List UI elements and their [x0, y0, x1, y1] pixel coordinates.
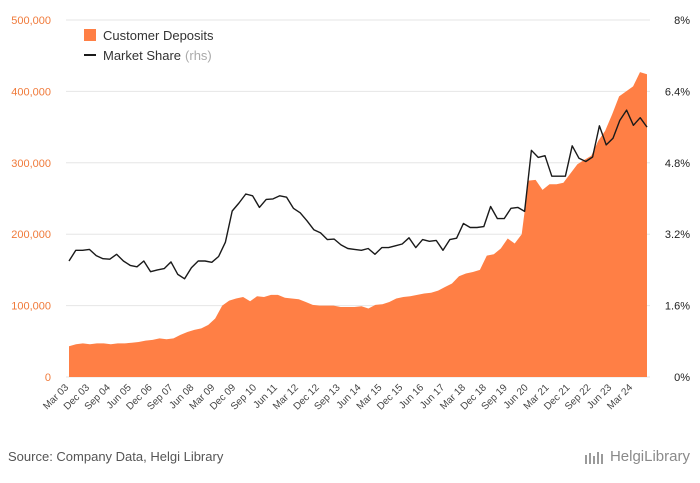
left-axis-tick-label: 200,000 [11, 229, 51, 241]
right-axis-tick-label: 3.2% [665, 229, 690, 241]
right-axis-ticks: 0% 1.6% 3.2% 4.8% 6.4% 8% [665, 15, 690, 384]
library-logo-icon [584, 451, 603, 464]
brand-name: HelgiLibrary [609, 448, 690, 465]
legend: Customer Deposits Market Share (rhs) [84, 28, 214, 63]
right-axis-tick-label: 6.4% [665, 86, 690, 98]
legend-swatch-customer-deposits [84, 29, 96, 41]
customer-deposits-area [69, 72, 647, 377]
left-axis-tick-label: 0 [45, 372, 51, 384]
brand-logo[interactable]: HelgiLibrary [584, 448, 690, 465]
left-axis-tick-label: 500,000 [11, 15, 51, 27]
legend-label-market-share-text: Market Share [103, 48, 181, 63]
source-note: Source: Company Data, Helgi Library [8, 449, 224, 464]
market-share-line [68, 109, 648, 280]
legend-label-market-share-suffix: (rhs) [185, 48, 212, 63]
right-axis-tick-label: 0% [674, 372, 690, 384]
left-axis-tick-label: 400,000 [11, 86, 51, 98]
legend-label-market-share: Market Share (rhs) [103, 48, 212, 63]
left-axis-ticks: 0 100,000 200,000 300,000 400,000 500,000 [11, 15, 51, 384]
right-axis-tick-label: 8% [674, 15, 690, 27]
left-axis-tick-label: 100,000 [11, 301, 51, 313]
left-axis-tick-label: 300,000 [11, 158, 51, 170]
right-axis-tick-label: 1.6% [665, 301, 690, 313]
legend-label-customer-deposits: Customer Deposits [103, 28, 214, 43]
right-axis-tick-label: 4.8% [665, 158, 690, 170]
